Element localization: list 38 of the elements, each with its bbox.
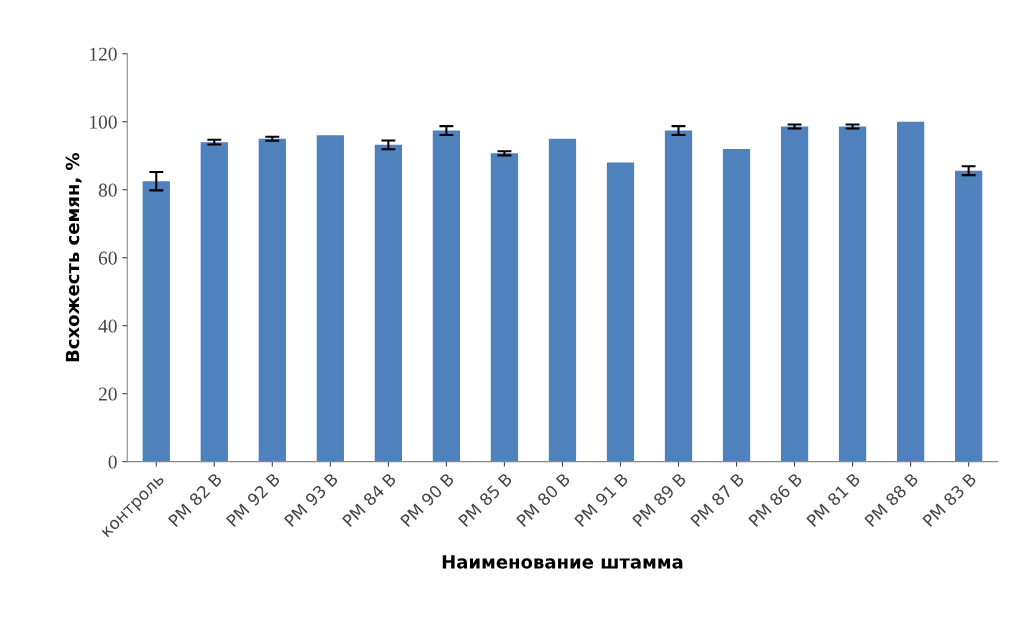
bar — [200, 142, 228, 462]
bar — [838, 126, 867, 462]
bar — [316, 135, 344, 462]
bar — [258, 138, 286, 462]
y-tick-label: 100 — [90, 115, 117, 129]
y-tick-label: 0 — [108, 455, 117, 469]
x-tick-label: PM 81 B — [806, 472, 861, 528]
y-tick-label: 20 — [98, 387, 117, 401]
bar — [142, 181, 170, 462]
bar — [374, 144, 402, 462]
x-tick-label: PM 87 B — [690, 472, 745, 528]
y-tick-label: 120 — [90, 47, 117, 61]
x-tick-label: PM 83 B — [922, 472, 977, 528]
bar — [896, 121, 925, 462]
bar — [954, 170, 983, 462]
bar — [490, 153, 519, 462]
x-tick-label: PM 80 B — [515, 472, 571, 528]
x-tick-label: PM 92 B — [225, 472, 281, 528]
y-axis-title: Всхожесть семян, % — [65, 152, 82, 362]
y-tick-label: 60 — [98, 251, 117, 265]
bar — [432, 130, 461, 462]
x-tick-label: PM 84 B — [341, 472, 397, 528]
x-tick-label: PM 90 B — [399, 472, 455, 528]
x-tick-label: PM 91 B — [573, 472, 629, 528]
bar — [606, 162, 635, 462]
x-tick-label: PM 88 B — [864, 472, 919, 528]
x-tick-label: PM 89 B — [632, 472, 687, 528]
x-tick-label: PM 86 B — [748, 472, 803, 528]
y-tick-label: 80 — [98, 183, 117, 197]
bar — [664, 130, 693, 462]
x-axis-title: Наименование штамма — [442, 555, 683, 569]
x-tick-label: PM 82 B — [167, 472, 223, 528]
bar — [548, 138, 577, 462]
x-tick-label: PM 93 B — [283, 472, 339, 528]
bar — [722, 148, 751, 462]
y-tick-label: 40 — [98, 319, 117, 333]
x-tick-label: PM 85 B — [457, 472, 513, 528]
bar — [780, 126, 809, 462]
